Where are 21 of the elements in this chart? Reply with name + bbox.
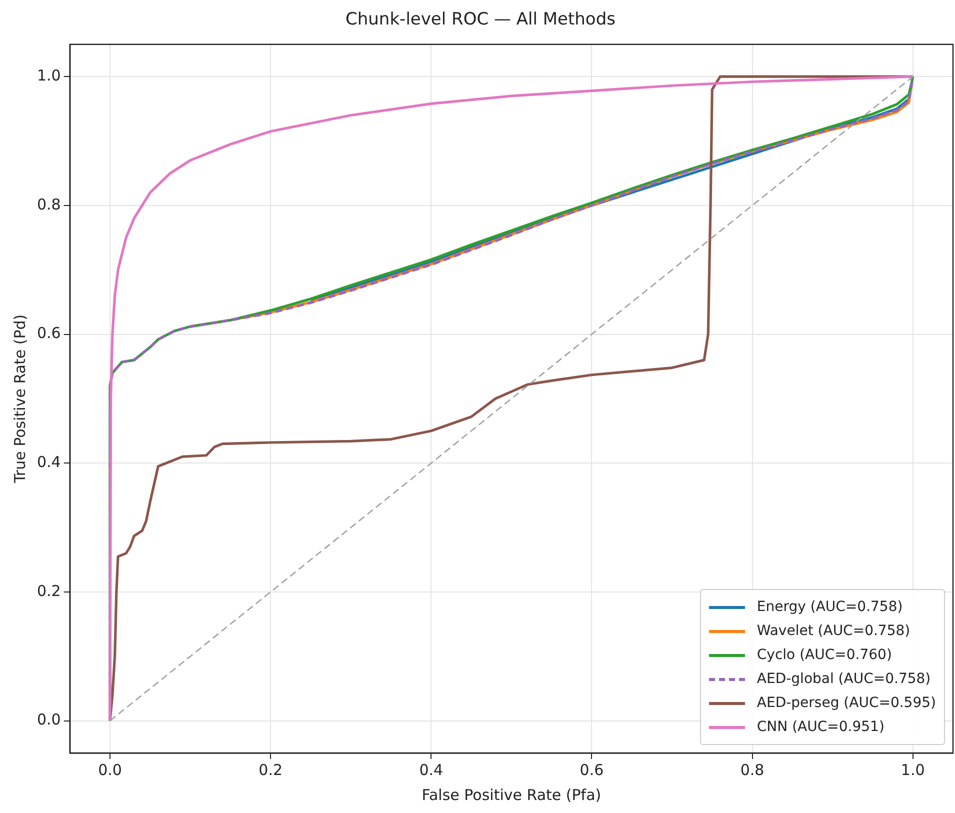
- x-tick-label: 0.8: [740, 760, 764, 779]
- x-tick-label: 0.0: [98, 760, 122, 779]
- y-tick-label: 0.2: [36, 582, 61, 600]
- legend-label: CNN (AUC=0.951): [756, 719, 884, 735]
- chart-title: Chunk-level ROC — All Methods: [346, 10, 616, 30]
- y-tick-label: 0.4: [36, 453, 61, 472]
- legend-label: Cyclo (AUC=0.760): [756, 647, 892, 663]
- y-tick-label: 0.0: [36, 710, 61, 729]
- legend-label: Wavelet (AUC=0.758): [756, 623, 910, 639]
- y-tick-label: 0.6: [36, 324, 61, 342]
- legend-label: AED-perseg (AUC=0.595): [756, 695, 936, 711]
- x-tick-label: 0.6: [580, 760, 604, 779]
- x-tick-label: 0.2: [258, 760, 282, 779]
- x-tick-label: 0.4: [419, 760, 444, 779]
- y-axis-title: True Positive Rate (Pd): [10, 314, 29, 484]
- y-tick-label: 1.0: [36, 66, 61, 84]
- x-axis-title: False Positive Rate (Pfa): [422, 786, 602, 804]
- x-tick-label: 1.0: [900, 760, 925, 779]
- y-tick-label: 0.8: [36, 195, 61, 214]
- legend-label: AED-global (AUC=0.758): [756, 671, 931, 687]
- legend-label: Energy (AUC=0.758): [756, 599, 903, 615]
